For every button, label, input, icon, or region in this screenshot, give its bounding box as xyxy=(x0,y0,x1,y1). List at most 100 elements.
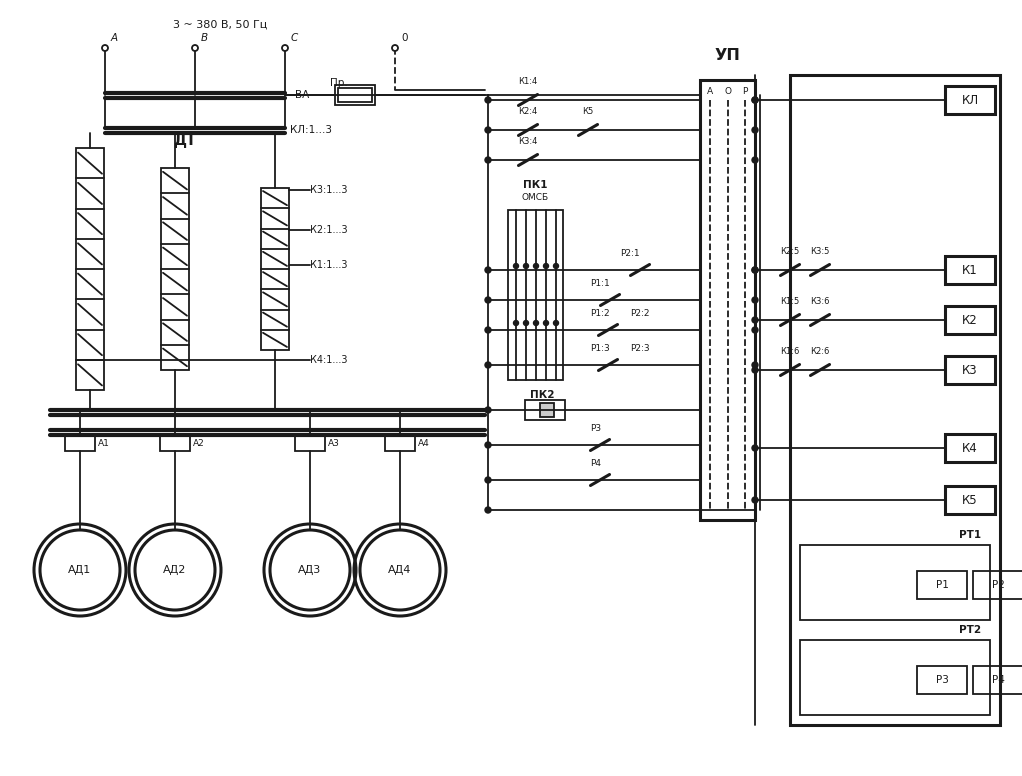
Text: К4: К4 xyxy=(962,442,978,455)
Circle shape xyxy=(513,264,518,268)
Text: А: А xyxy=(707,88,713,96)
Circle shape xyxy=(752,97,758,103)
Circle shape xyxy=(485,157,491,163)
Bar xyxy=(65,435,95,451)
Circle shape xyxy=(485,127,491,133)
Text: Р2: Р2 xyxy=(991,580,1005,590)
Text: АД1: АД1 xyxy=(68,565,92,575)
Circle shape xyxy=(752,317,758,323)
Text: К3:4: К3:4 xyxy=(518,137,538,146)
Text: ПК1: ПК1 xyxy=(523,180,548,190)
Circle shape xyxy=(523,320,528,325)
Text: А: А xyxy=(111,33,119,43)
Text: ДТ: ДТ xyxy=(174,133,196,147)
Text: ОМСБ: ОМСБ xyxy=(522,193,549,203)
Text: К4:1...3: К4:1...3 xyxy=(310,355,347,365)
Text: ВА: ВА xyxy=(295,90,310,100)
Circle shape xyxy=(544,264,549,268)
Text: АД3: АД3 xyxy=(298,565,322,575)
Text: А1: А1 xyxy=(98,438,110,448)
Text: К5: К5 xyxy=(962,494,978,507)
Text: К1:5: К1:5 xyxy=(781,297,799,306)
Text: О: О xyxy=(725,88,732,96)
Text: КЛ: КЛ xyxy=(962,93,978,106)
Circle shape xyxy=(485,362,491,368)
Bar xyxy=(261,188,289,350)
Circle shape xyxy=(533,320,539,325)
Text: К2:4: К2:4 xyxy=(518,107,538,116)
Bar xyxy=(945,486,995,514)
Circle shape xyxy=(544,320,549,325)
Text: К3:5: К3:5 xyxy=(810,247,830,256)
Text: К1:6: К1:6 xyxy=(781,347,799,356)
Circle shape xyxy=(752,362,758,368)
Bar xyxy=(385,435,415,451)
Circle shape xyxy=(752,297,758,303)
Bar xyxy=(945,256,995,284)
Text: К3:1...3: К3:1...3 xyxy=(310,185,347,195)
Circle shape xyxy=(485,407,491,413)
Bar xyxy=(540,403,554,417)
Text: К2:1...3: К2:1...3 xyxy=(310,225,347,235)
Text: Р1:1: Р1:1 xyxy=(590,279,610,288)
Bar xyxy=(508,210,563,380)
Circle shape xyxy=(485,477,491,483)
Text: УП: УП xyxy=(714,47,740,63)
Bar xyxy=(800,640,990,715)
Text: Р4: Р4 xyxy=(590,459,601,468)
Circle shape xyxy=(752,127,758,133)
Circle shape xyxy=(554,320,558,325)
Circle shape xyxy=(523,264,528,268)
Circle shape xyxy=(102,45,108,51)
Text: Р2:1: Р2:1 xyxy=(620,249,640,258)
Text: К5: К5 xyxy=(583,107,594,116)
Text: К2:6: К2:6 xyxy=(810,347,830,356)
Circle shape xyxy=(485,507,491,513)
Text: С: С xyxy=(291,33,298,43)
Circle shape xyxy=(485,442,491,448)
Bar xyxy=(76,148,104,390)
Text: А3: А3 xyxy=(328,438,340,448)
Text: Р: Р xyxy=(742,88,748,96)
Circle shape xyxy=(192,45,198,51)
Bar xyxy=(945,306,995,334)
Text: Р2:2: Р2:2 xyxy=(630,309,650,318)
Bar xyxy=(161,168,189,370)
Circle shape xyxy=(752,445,758,451)
Bar xyxy=(973,666,1022,694)
Text: ПК2: ПК2 xyxy=(530,390,555,400)
Text: АД4: АД4 xyxy=(388,565,412,575)
Text: Р3: Р3 xyxy=(935,675,948,685)
Circle shape xyxy=(554,264,558,268)
Circle shape xyxy=(752,497,758,503)
Text: К3:6: К3:6 xyxy=(810,297,830,306)
Bar xyxy=(335,85,375,105)
Bar xyxy=(945,86,995,114)
Text: АД2: АД2 xyxy=(164,565,187,575)
Circle shape xyxy=(513,320,518,325)
Circle shape xyxy=(282,45,288,51)
Bar xyxy=(525,400,565,420)
Circle shape xyxy=(485,297,491,303)
Text: Р2:3: Р2:3 xyxy=(630,344,650,353)
Text: Р1:3: Р1:3 xyxy=(590,344,610,353)
Bar xyxy=(917,666,967,694)
Text: РТ1: РТ1 xyxy=(959,530,981,540)
Circle shape xyxy=(485,97,491,103)
Circle shape xyxy=(752,327,758,333)
Circle shape xyxy=(752,367,758,373)
Circle shape xyxy=(752,97,758,103)
Text: К3: К3 xyxy=(962,363,978,376)
Bar xyxy=(917,571,967,599)
Text: К1: К1 xyxy=(962,264,978,276)
Circle shape xyxy=(485,267,491,273)
Bar xyxy=(973,571,1022,599)
Bar xyxy=(160,435,190,451)
Text: К1:4: К1:4 xyxy=(518,77,538,86)
Text: Р3: Р3 xyxy=(590,424,601,433)
Bar xyxy=(700,80,755,520)
Text: К2: К2 xyxy=(962,314,978,327)
Bar xyxy=(790,75,1000,725)
Circle shape xyxy=(392,45,398,51)
Text: КЛ:1...3: КЛ:1...3 xyxy=(290,125,332,135)
